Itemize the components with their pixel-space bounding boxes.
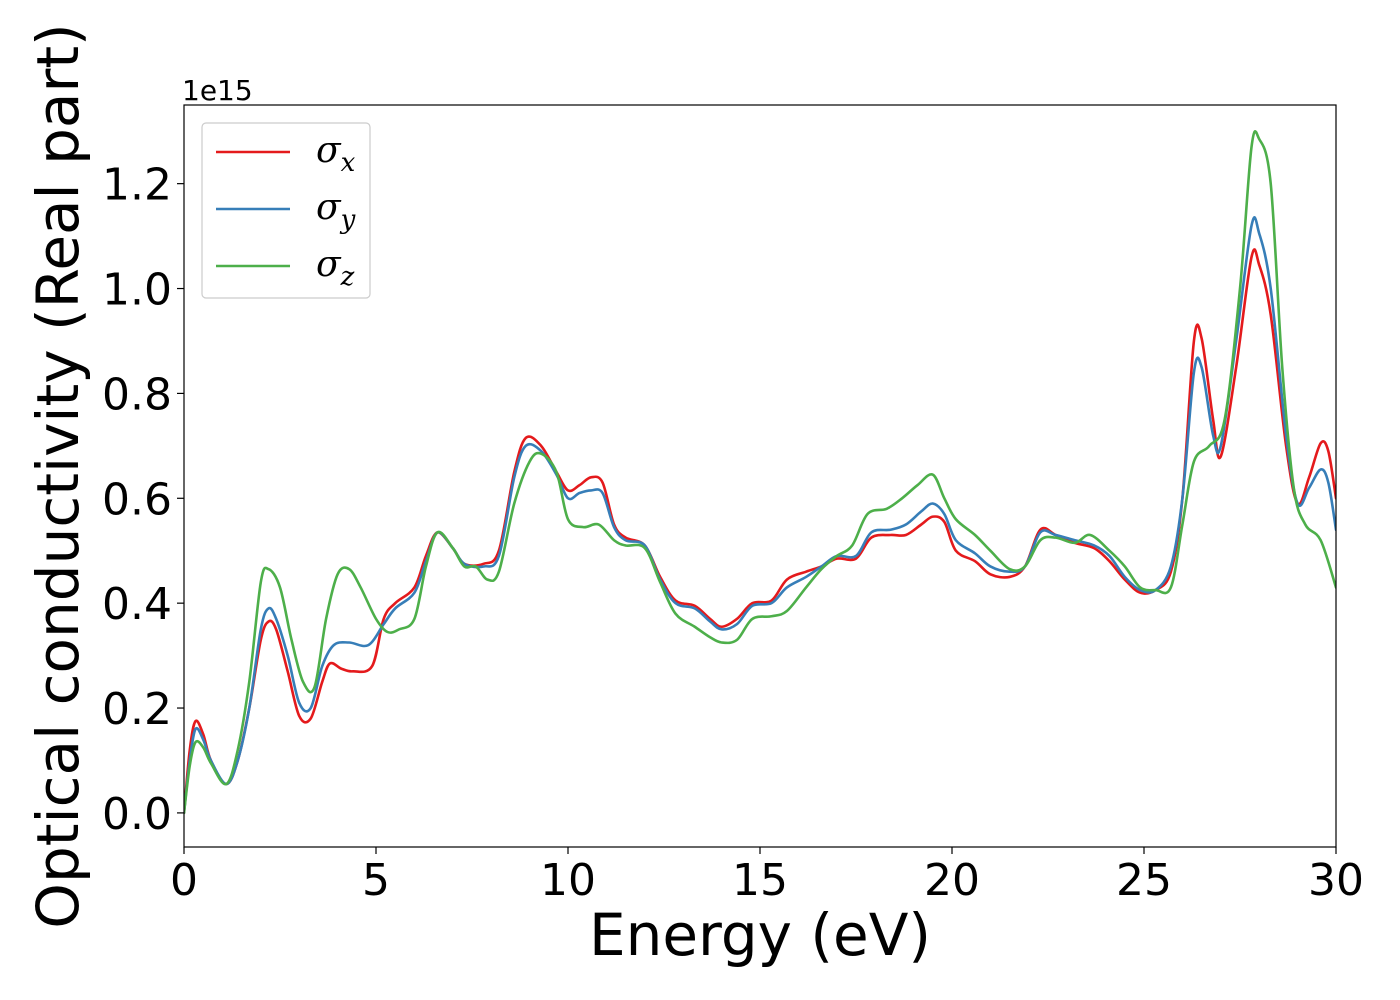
x-tick-label: 0 bbox=[170, 855, 198, 906]
y-tick-label: 1.2 bbox=[102, 160, 172, 211]
series-line-x bbox=[184, 248, 1336, 815]
y-tick-label: 0.0 bbox=[102, 789, 172, 840]
legend-box bbox=[201, 122, 371, 299]
series-layer bbox=[184, 130, 1336, 815]
y-tick-label: 0.6 bbox=[102, 474, 172, 525]
x-tick-label: 30 bbox=[1308, 855, 1364, 906]
x-tick-label: 10 bbox=[540, 855, 596, 906]
tick-layer: 0 5 10 15 20 25 30 0.0 0.2 0.4 0.6 0.8 1.0 1.2 bbox=[102, 160, 1364, 906]
x-axis-label: Energy (eV) bbox=[589, 901, 931, 969]
x-tick-label: 15 bbox=[732, 855, 788, 906]
y-tick-label: 0.2 bbox=[102, 684, 172, 735]
x-tick-label: 20 bbox=[924, 855, 980, 906]
x-tick-label: 5 bbox=[362, 855, 390, 906]
x-tick-label: 25 bbox=[1116, 855, 1172, 906]
y-tick-label: 1.0 bbox=[102, 265, 172, 316]
y-offset-label: 1e15 bbox=[182, 74, 253, 107]
series-line-z bbox=[184, 130, 1336, 815]
y-axis-label: Optical conductivity (Real part) bbox=[24, 23, 92, 928]
y-tick-label: 0.8 bbox=[102, 369, 172, 420]
y-tick-label: 0.4 bbox=[102, 579, 172, 630]
series-line-y bbox=[184, 216, 1336, 815]
